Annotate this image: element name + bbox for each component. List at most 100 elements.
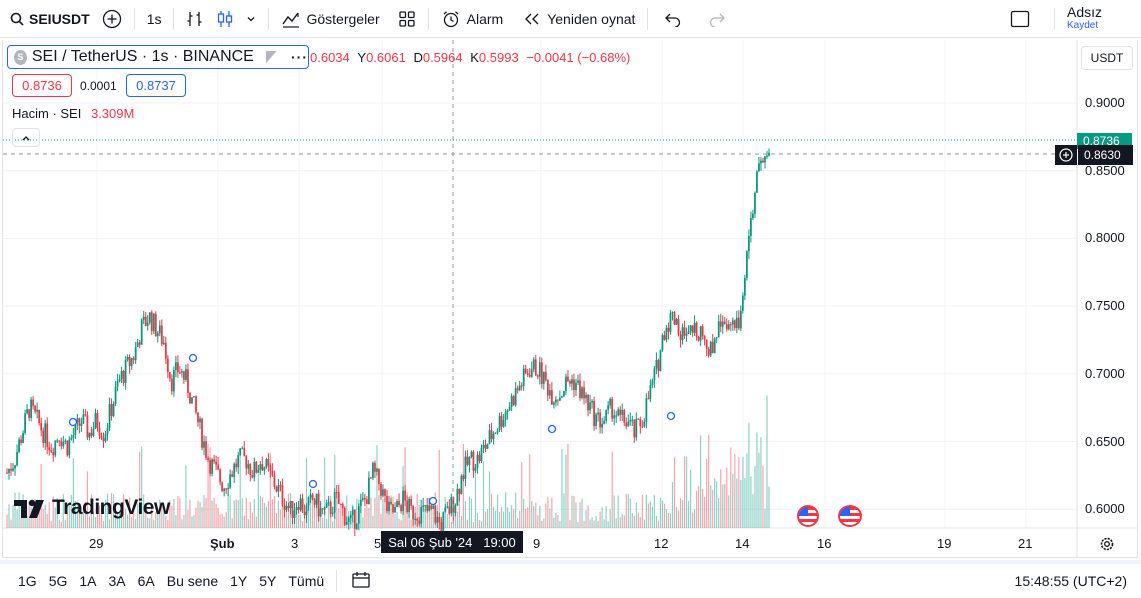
volume-bar bbox=[394, 513, 396, 528]
range-button[interactable]: Bu sene bbox=[166, 573, 219, 589]
candle-body bbox=[170, 378, 173, 392]
volume-bar bbox=[42, 508, 44, 528]
collapse-legend-button[interactable] bbox=[12, 128, 40, 147]
candle-body bbox=[156, 333, 159, 337]
candle-body bbox=[325, 503, 328, 508]
candle-body bbox=[494, 432, 497, 434]
volume-bar bbox=[486, 509, 489, 528]
candle-body bbox=[245, 455, 248, 469]
bar-style-candles-button[interactable] bbox=[210, 0, 240, 38]
candle-body bbox=[754, 192, 756, 214]
volume-bar bbox=[694, 509, 696, 528]
volume-bar bbox=[444, 497, 446, 528]
candle-body bbox=[627, 421, 630, 427]
candle-body bbox=[347, 517, 350, 522]
volume-bar bbox=[764, 508, 766, 528]
candle-body bbox=[526, 373, 529, 375]
candle-body bbox=[649, 385, 652, 400]
chart-settings-button[interactable] bbox=[1099, 536, 1115, 555]
symbol-search-button[interactable]: SEIUSDT bbox=[0, 0, 96, 38]
fullscreen-button[interactable] bbox=[1004, 0, 1036, 38]
candle-body bbox=[28, 409, 31, 418]
candle-body bbox=[735, 317, 738, 329]
candle-body bbox=[321, 508, 324, 510]
undo-button[interactable] bbox=[658, 0, 688, 38]
layout-save-button[interactable]: Adsız Kaydet bbox=[1055, 5, 1127, 32]
clock-timezone[interactable]: 15:48:55 (UTC+2) bbox=[1014, 573, 1127, 589]
candle-body bbox=[203, 441, 205, 448]
range-button[interactable]: 1A bbox=[79, 573, 97, 589]
replay-button[interactable]: Yeniden oynat bbox=[517, 0, 641, 38]
volume-bar bbox=[589, 519, 591, 528]
rewind-icon bbox=[525, 13, 539, 24]
more-options-icon[interactable]: ··· bbox=[291, 49, 308, 65]
volume-bar bbox=[265, 506, 267, 528]
volume-bar bbox=[114, 504, 117, 528]
volume-bar bbox=[428, 497, 430, 528]
volume-bar bbox=[199, 502, 201, 528]
volume-bar bbox=[175, 515, 177, 528]
candle-body bbox=[225, 488, 228, 490]
divider bbox=[336, 570, 338, 592]
volume-bar bbox=[118, 510, 121, 528]
range-button[interactable]: 6A bbox=[137, 573, 155, 589]
layouts-button[interactable] bbox=[392, 0, 422, 38]
candle-body bbox=[201, 418, 203, 448]
volume-bar bbox=[412, 518, 414, 528]
candle-body bbox=[305, 505, 308, 516]
us-event-flag-icon[interactable] bbox=[797, 505, 819, 527]
date-range-button[interactable] bbox=[343, 571, 379, 592]
buy-button[interactable]: 0.8737 bbox=[126, 74, 186, 97]
candle-body bbox=[66, 440, 69, 456]
range-button[interactable]: 1G bbox=[18, 573, 37, 589]
indicators-button[interactable]: Göstergeler bbox=[275, 0, 385, 38]
volume-bar bbox=[58, 519, 60, 528]
range-button[interactable]: 5G bbox=[48, 573, 68, 589]
chart-pane[interactable] bbox=[2, 40, 1138, 558]
chart-type-dropdown[interactable] bbox=[240, 0, 262, 38]
volume-bar bbox=[450, 521, 452, 528]
volume-bar bbox=[139, 451, 141, 528]
volume-bar bbox=[551, 497, 553, 528]
crosshair-add-button[interactable] bbox=[1055, 145, 1077, 165]
candle-body bbox=[299, 498, 302, 510]
range-button[interactable]: 1Y bbox=[230, 573, 248, 589]
us-event-flag-icon[interactable] bbox=[838, 505, 862, 527]
redo-button[interactable] bbox=[702, 0, 732, 38]
candle-body bbox=[20, 439, 22, 443]
candle-body bbox=[374, 462, 376, 472]
volume-bar bbox=[651, 506, 653, 528]
candle-body bbox=[743, 277, 746, 296]
currency-selector[interactable]: USDT bbox=[1081, 46, 1133, 70]
volume-bar bbox=[376, 445, 378, 528]
tradingview-logo[interactable]: TradingView bbox=[14, 496, 170, 520]
volume-bar bbox=[635, 502, 637, 528]
candle-body bbox=[154, 313, 157, 337]
candle-body bbox=[104, 433, 107, 442]
compare-button[interactable] bbox=[96, 0, 128, 38]
candle-body bbox=[108, 403, 111, 428]
candle-body bbox=[733, 320, 736, 329]
bar-style-bars-button[interactable] bbox=[180, 0, 210, 38]
volume-bar bbox=[418, 504, 420, 528]
candle-body bbox=[729, 324, 732, 326]
candle-body bbox=[719, 321, 722, 327]
candle-body bbox=[655, 360, 658, 369]
interval-button[interactable]: 1s bbox=[141, 0, 168, 38]
symbol-legend[interactable]: S SEI / TetherUS · 1s · BINANCE ··· bbox=[7, 45, 309, 69]
candle-body bbox=[195, 396, 197, 413]
candle-body bbox=[187, 369, 189, 394]
price-chart[interactable] bbox=[3, 40, 1137, 558]
range-button[interactable]: Tümü bbox=[288, 573, 325, 589]
volume-bar bbox=[187, 510, 189, 528]
sell-button[interactable]: 0.8736 bbox=[12, 74, 72, 97]
volume-bar bbox=[88, 516, 91, 528]
candle-body bbox=[233, 463, 236, 477]
search-icon bbox=[10, 12, 24, 26]
volume-bar bbox=[726, 467, 728, 528]
alarm-button[interactable]: Alarm bbox=[435, 0, 510, 38]
candle-body bbox=[168, 372, 171, 379]
range-button[interactable]: 3A bbox=[108, 573, 126, 589]
range-button[interactable]: 5Y bbox=[259, 573, 277, 589]
eye-off-icon[interactable] bbox=[265, 50, 277, 64]
